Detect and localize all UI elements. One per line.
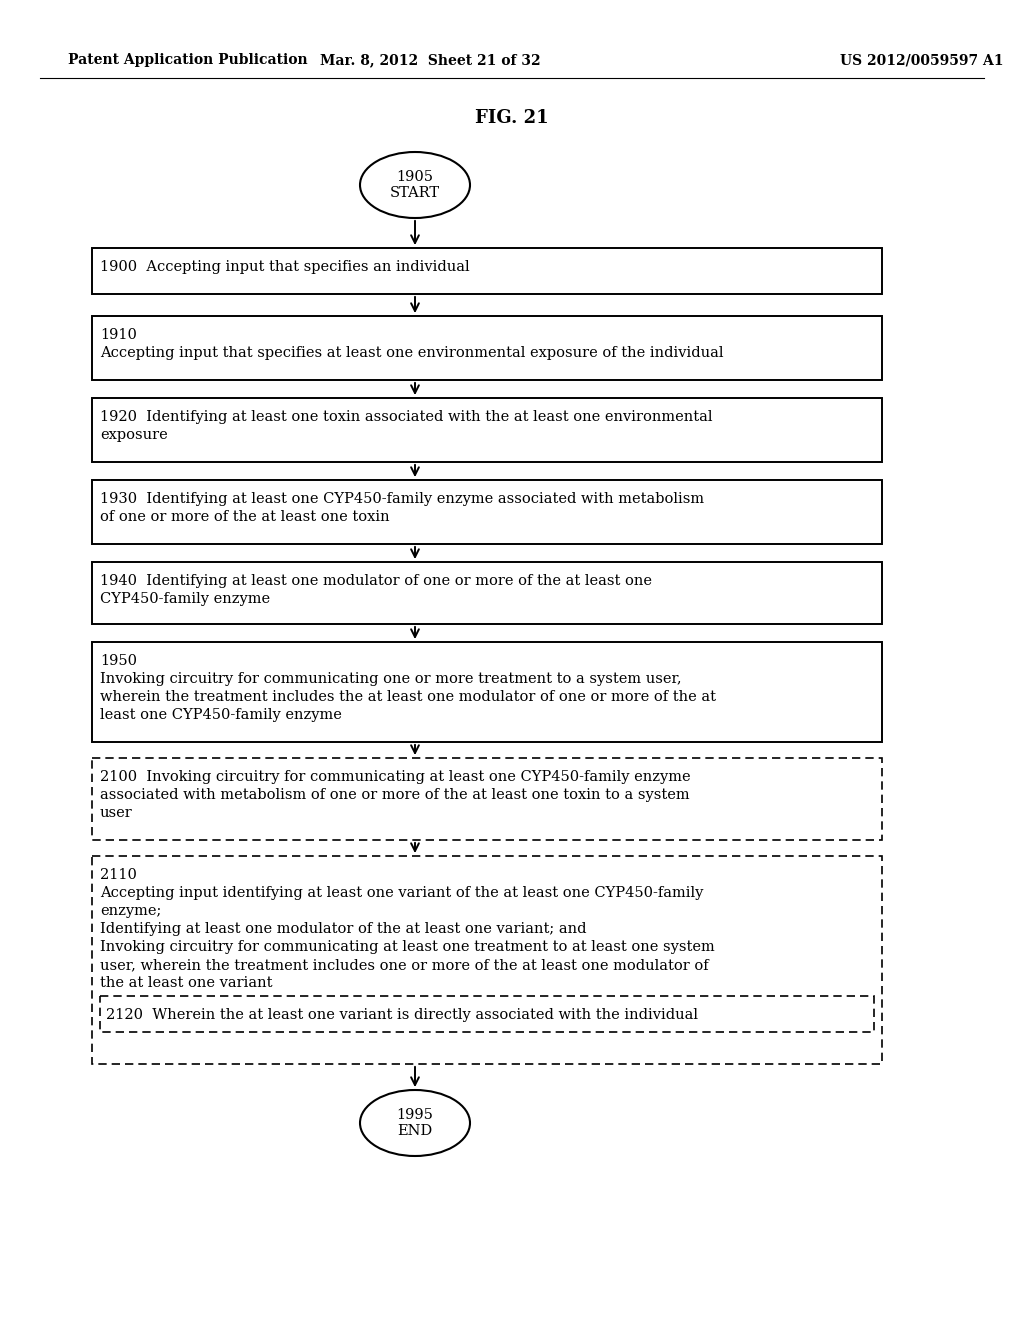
Text: 1930  Identifying at least one CYP450-family enzyme associated with metabolism: 1930 Identifying at least one CYP450-fam…: [100, 492, 705, 506]
Bar: [100, 997, 874, 1032]
Ellipse shape: [360, 152, 470, 218]
Text: 2110: 2110: [100, 869, 137, 882]
Text: Invoking circuitry for communicating one or more treatment to a system user,: Invoking circuitry for communicating one…: [100, 672, 682, 686]
Text: 1900  Accepting input that specifies an individual: 1900 Accepting input that specifies an i…: [100, 260, 470, 275]
Text: FIG. 21: FIG. 21: [475, 110, 549, 127]
Text: exposure: exposure: [100, 428, 168, 442]
Text: CYP450-family enzyme: CYP450-family enzyme: [100, 591, 270, 606]
Text: least one CYP450-family enzyme: least one CYP450-family enzyme: [100, 708, 342, 722]
Text: 1910: 1910: [100, 327, 137, 342]
Text: 1905
START: 1905 START: [390, 170, 440, 201]
Bar: [92, 248, 882, 294]
Bar: [92, 758, 882, 840]
Text: 1940  Identifying at least one modulator of one or more of the at least one: 1940 Identifying at least one modulator …: [100, 574, 652, 587]
Text: Patent Application Publication: Patent Application Publication: [68, 53, 307, 67]
Bar: [92, 399, 882, 462]
Bar: [92, 855, 882, 1064]
Text: Accepting input identifying at least one variant of the at least one CYP450-fami: Accepting input identifying at least one…: [100, 886, 703, 900]
Text: Invoking circuitry for communicating at least one treatment to at least one syst: Invoking circuitry for communicating at …: [100, 940, 715, 954]
Text: user: user: [100, 807, 133, 820]
Bar: [92, 642, 882, 742]
Text: Identifying at least one modulator of the at least one variant; and: Identifying at least one modulator of th…: [100, 921, 587, 936]
Text: the at least one variant: the at least one variant: [100, 975, 272, 990]
Text: Accepting input that specifies at least one environmental exposure of the indivi: Accepting input that specifies at least …: [100, 346, 724, 360]
Text: 1920  Identifying at least one toxin associated with the at least one environmen: 1920 Identifying at least one toxin asso…: [100, 411, 713, 424]
Text: 1995
END: 1995 END: [396, 1107, 433, 1138]
Bar: [92, 562, 882, 624]
Bar: [92, 480, 882, 544]
Text: associated with metabolism of one or more of the at least one toxin to a system: associated with metabolism of one or mor…: [100, 788, 689, 803]
Ellipse shape: [360, 1090, 470, 1156]
Text: Mar. 8, 2012  Sheet 21 of 32: Mar. 8, 2012 Sheet 21 of 32: [319, 53, 541, 67]
Bar: [92, 315, 882, 380]
Text: user, wherein the treatment includes one or more of the at least one modulator o: user, wherein the treatment includes one…: [100, 958, 709, 972]
Text: US 2012/0059597 A1: US 2012/0059597 A1: [840, 53, 1004, 67]
Text: 1950: 1950: [100, 653, 137, 668]
Text: wherein the treatment includes the at least one modulator of one or more of the : wherein the treatment includes the at le…: [100, 690, 716, 704]
Text: 2100  Invoking circuitry for communicating at least one CYP450-family enzyme: 2100 Invoking circuitry for communicatin…: [100, 770, 690, 784]
Text: enzyme;: enzyme;: [100, 904, 162, 917]
Text: of one or more of the at least one toxin: of one or more of the at least one toxin: [100, 510, 389, 524]
Text: 2120  Wherein the at least one variant is directly associated with the individua: 2120 Wherein the at least one variant is…: [106, 1008, 698, 1022]
